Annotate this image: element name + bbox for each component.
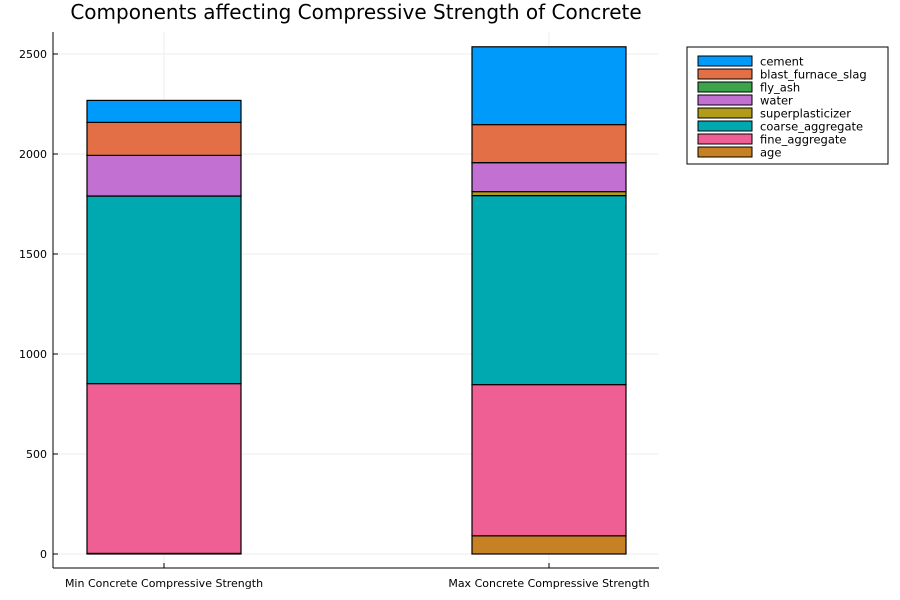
legend-label-blast-furnace-slag: blast_furnace_slag [760, 68, 867, 82]
y-tick-label: 500 [26, 448, 47, 461]
bar-segment-fine-aggregate [471, 384, 627, 537]
bar-segment-age [471, 535, 627, 555]
bar-segment-coarse-aggregate [86, 195, 242, 385]
legend-label-cement: cement [760, 55, 804, 69]
legend-swatch-fine-aggregate [697, 133, 753, 145]
axes [52, 32, 659, 569]
legend-swatch-water [697, 94, 753, 106]
bar-segment-cement [471, 46, 627, 126]
legend-swatch-fly-ash [697, 81, 753, 93]
legend: cementblast_furnace_slagfly_ashwatersupe… [686, 46, 889, 165]
bar-segment-coarse-aggregate [471, 195, 627, 386]
legend-swatch-age [697, 146, 753, 158]
y-tick-label: 2500 [19, 48, 47, 61]
legend-label-water: water [760, 94, 793, 108]
bars [86, 46, 627, 555]
x-tick-label: Max Concrete Compressive Strength [448, 577, 649, 590]
legend-label-age: age [760, 146, 781, 160]
legend-label-fine-aggregate: fine_aggregate [760, 133, 847, 147]
chart-title: Components affecting Compressive Strengt… [70, 0, 641, 24]
legend-swatch-coarse-aggregate [697, 120, 753, 132]
y-tick-label: 1000 [19, 348, 47, 361]
bar-segment-water [471, 162, 627, 193]
bar-segment-superplasticizer [471, 191, 627, 197]
legend-label-fly-ash: fly_ash [760, 81, 800, 95]
legend-label-coarse-aggregate: coarse_aggregate [760, 120, 863, 134]
x-tick-label: Min Concrete Compressive Strength [65, 577, 263, 590]
x-axis-ticks: Min Concrete Compressive Strength Max Con… [65, 563, 650, 590]
bar-segment-blast-furnace-slag [471, 123, 627, 164]
y-axis-ticks: 0 500 1000 1500 2000 2500 [19, 48, 58, 561]
y-tick-label: 0 [40, 548, 47, 561]
y-tick-label: 2000 [19, 148, 47, 161]
bar-segment-cement [86, 99, 242, 124]
legend-swatch-cement [697, 55, 753, 67]
legend-swatch-blast-furnace-slag [697, 68, 753, 80]
bar-segment-blast-furnace-slag [86, 121, 242, 157]
bar-segment-water [86, 154, 242, 197]
y-tick-label: 1500 [19, 248, 47, 261]
legend-swatch-superplasticizer [697, 107, 753, 119]
legend-label-superplasticizer: superplasticizer [760, 107, 851, 121]
bar-segment-fine-aggregate [86, 383, 242, 555]
